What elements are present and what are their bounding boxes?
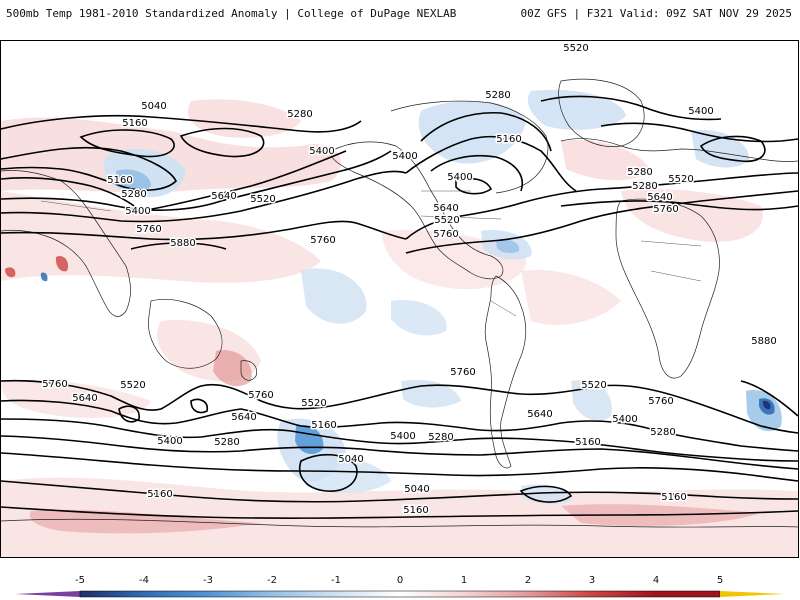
contour-label: 5760 [42,379,67,390]
contour-label: 5280 [632,181,657,192]
contour-label: 5760 [433,229,458,240]
header-title-left: 500mb Temp 1981-2010 Standardized Anomal… [6,7,457,20]
contour-label: 5280 [121,189,146,200]
contour-label: 5280 [650,427,675,438]
contour-label: 5520 [301,398,326,409]
colorbar-svg [15,590,785,598]
colorbar-tick-label: 1 [460,575,468,586]
contour-label: 5520 [563,43,588,54]
contour-label: 5280 [485,90,510,101]
contour-label: 5520 [668,174,693,185]
colorbar-max-arrow [720,591,785,597]
contour-label: 5520 [581,380,606,391]
contour-label: 5640 [231,412,256,423]
header-title-right: 00Z GFS | F321 Valid: 09Z SAT NOV 29 202… [520,7,792,20]
height-contours [1,95,798,519]
colorbar-tick-label: -4 [139,575,149,586]
contour-label: 5160 [661,492,686,503]
contour-label: 5640 [72,393,97,404]
colorbar-tick-label: -1 [331,575,341,586]
colorbar-tick-label: 0 [396,575,404,586]
colorbar-tick-label: 3 [588,575,596,586]
contour-label: 5280 [627,167,652,178]
contour-label: 5520 [250,194,275,205]
colorbar-tick-label: 4 [652,575,660,586]
contour-label: 5400 [447,172,472,183]
contour-label: 5400 [157,436,182,447]
contour-label: 5160 [496,134,521,145]
contour-label: 5160 [107,175,132,186]
contour-label: 5760 [136,224,161,235]
contour-label: 5520 [120,380,145,391]
contour-label: 5160 [122,118,147,129]
contour-label: 5400 [612,414,637,425]
colorbar-min-arrow [15,591,80,597]
contour-label: 5640 [527,409,552,420]
colorbar: -5 -4 -3 -2 -1 0 1 2 3 4 5 [0,560,800,600]
colorbar-tick-label: -2 [267,575,277,586]
contour-label: 5400 [309,146,334,157]
contour-label: 5400 [390,431,415,442]
colorbar-tick-label: 2 [524,575,532,586]
contour-label: 5760 [310,235,335,246]
contour-label: 5400 [688,106,713,117]
contour-label: 5520 [581,380,606,391]
contour-label: 5400 [612,414,637,425]
map-panel: 5040 5160 5280 5400 5520 5160 5280 5400 5640 5520… [0,40,799,558]
contour-label: 5040 [338,454,363,465]
contour-label: 5640 [647,192,672,203]
contour-label: 5040 [404,484,429,495]
contour-label: 5400 [392,151,417,162]
colorbar-tick-label: 5 [716,575,724,586]
contour-label: 5880 [751,336,776,347]
contour-label: 5280 [428,432,453,443]
contour-label: 5760 [450,367,475,378]
colorbar-tick-label: -3 [203,575,213,586]
contour-label: 5760 [248,390,273,401]
contour-label: 5640 [433,203,458,214]
colorbar-tick-label: -5 [75,575,85,586]
contour-label: 5280 [214,437,239,448]
contour-label: 5160 [403,505,428,516]
contour-label: 5160 [147,489,172,500]
contour-label: 5160 [311,420,336,431]
contour-label: 5040 [141,101,166,112]
contour-label: 5400 [390,431,415,442]
contour-label: 5880 [170,238,195,249]
contour-label: 5160 [575,437,600,448]
contour-label: 5520 [434,215,459,226]
contour-label: 5760 [653,204,678,215]
contour-label: 5280 [287,109,312,120]
contour-label: 5280 [650,427,675,438]
colorbar-gradient [79,590,721,598]
contour-label: 5640 [211,191,236,202]
contour-label: 5400 [125,206,150,217]
contour-label: 5760 [648,396,673,407]
